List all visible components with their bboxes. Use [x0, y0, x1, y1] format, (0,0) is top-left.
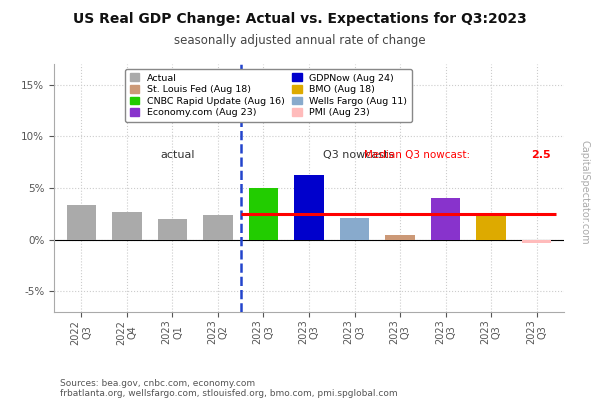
- Bar: [112, 212, 142, 240]
- Text: Median Q3 nowcast:: Median Q3 nowcast:: [364, 150, 470, 160]
- Text: US Real GDP Change: Actual vs. Expectations for Q3:2023: US Real GDP Change: Actual vs. Expectati…: [73, 12, 527, 26]
- Bar: [67, 204, 96, 240]
- Bar: [385, 234, 415, 240]
- Bar: [476, 214, 506, 240]
- Text: seasonally adjusted annual rate of change: seasonally adjusted annual rate of chang…: [174, 34, 426, 47]
- Bar: [522, 240, 551, 243]
- Text: Q3 nowcasts: Q3 nowcasts: [323, 150, 394, 160]
- Legend: Actual, St. Louis Fed (Aug 18), CNBC Rapid Update (Aug 16), Economy.com (Aug 23): Actual, St. Louis Fed (Aug 18), CNBC Rap…: [125, 69, 412, 122]
- Bar: [431, 198, 460, 240]
- Bar: [248, 188, 278, 240]
- Bar: [203, 215, 233, 240]
- Text: actual: actual: [161, 150, 195, 160]
- Text: Sources: bea.gov, cnbc.com, economy.com
frbatlanta.org, wellsfargo.com, stlouisf: Sources: bea.gov, cnbc.com, economy.com …: [60, 378, 398, 398]
- Text: 2.5: 2.5: [531, 150, 550, 160]
- Bar: [158, 219, 187, 240]
- Text: CapitalSpectator.com: CapitalSpectator.com: [580, 140, 590, 244]
- Bar: [340, 218, 370, 240]
- Bar: [294, 174, 324, 240]
